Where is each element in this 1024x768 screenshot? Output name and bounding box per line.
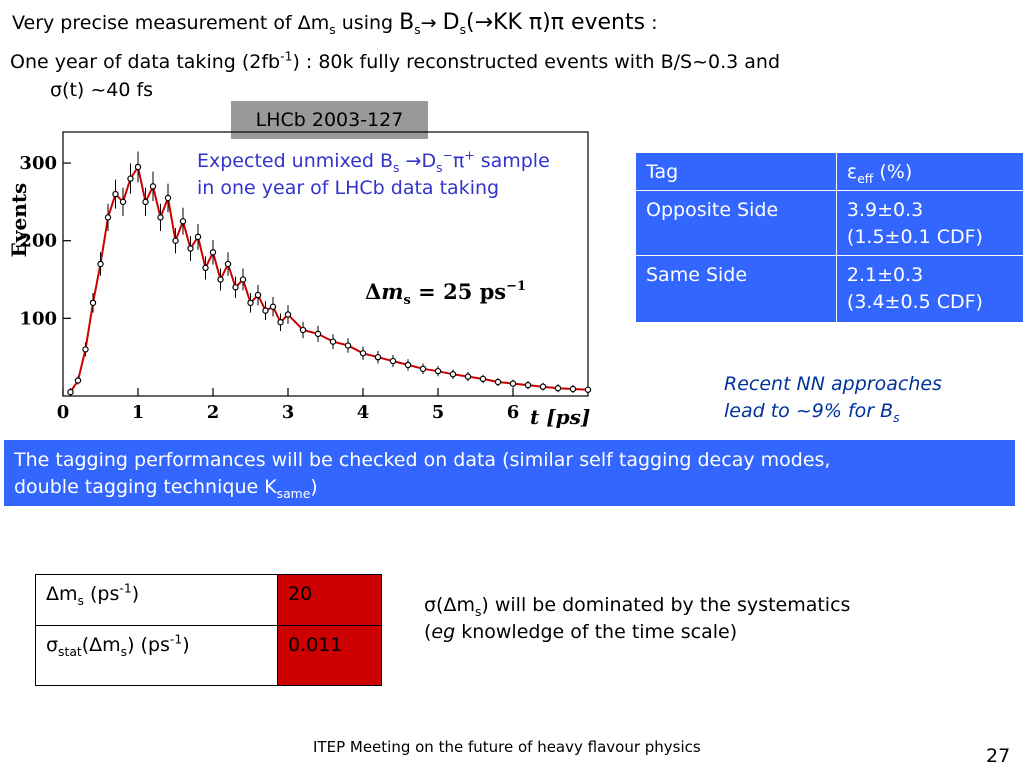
data-point [149, 183, 157, 190]
table-row: Δms (ps-1) 20 [35, 574, 382, 626]
data-point [449, 371, 457, 378]
x-tick-label: 3 [282, 402, 295, 423]
y-axis-label: Events [7, 183, 31, 258]
data-point [224, 260, 232, 268]
sigma-stat-value: 0.011 [277, 625, 382, 686]
y-axis-ticks: 100 200 300 [19, 153, 71, 329]
header-tag: Tag [635, 152, 837, 191]
data-point [179, 218, 187, 225]
data-point [172, 237, 179, 244]
data-point [134, 163, 142, 171]
data-point [202, 264, 209, 272]
data-point [539, 383, 547, 390]
tag-name: Opposite Side [635, 190, 837, 256]
y-tick-label: 200 [19, 231, 57, 252]
data-point [232, 284, 239, 291]
data-point [479, 375, 487, 383]
data-point [269, 303, 277, 310]
data-point [164, 194, 172, 202]
data-point [247, 299, 254, 307]
slide-title: Very precise measurement of Δms using Bs… [12, 10, 658, 37]
y-tick-label: 300 [19, 153, 57, 174]
data-point [299, 326, 307, 334]
table-row: σstat(Δms) (ps-1) 0.011 [35, 625, 382, 686]
data-point [419, 365, 427, 373]
x-tick-label: 2 [207, 402, 220, 423]
x-axis-ticks: 0 1 2 3 4 5 6 [57, 388, 520, 423]
table-row: Same Side 2.1±0.3 (3.4±0.5 CDF) [635, 255, 1024, 323]
y-tick-label: 100 [19, 308, 57, 329]
intro-text: One year of data taking (2fb-1) : 80k fu… [10, 49, 781, 73]
data-point [89, 299, 97, 307]
data-point [389, 357, 397, 365]
dm-value: 20 [277, 574, 382, 626]
data-point [374, 353, 382, 361]
data-point [104, 214, 112, 221]
data-point [127, 175, 134, 182]
intro-text-resolution: σ(t) ~40 fs [50, 79, 154, 101]
dm-label: Δms (ps-1) [35, 574, 278, 626]
x-tick-label: 6 [507, 402, 520, 423]
data-point [314, 330, 322, 338]
data-point [74, 377, 82, 384]
data-point [112, 190, 119, 198]
data-point [97, 260, 104, 268]
data-point [359, 350, 367, 357]
data-point [584, 386, 592, 393]
page-number: 27 [986, 745, 1011, 767]
header-efficiency: εeff (%) [835, 152, 1024, 191]
data-point [554, 385, 562, 392]
x-tick-label: 4 [357, 402, 370, 423]
data-point [67, 388, 74, 396]
data-point [569, 385, 577, 393]
data-point [187, 245, 194, 252]
tag-efficiency: 3.9±0.3 (1.5±0.1 CDF) [835, 190, 1024, 256]
x-tick-label: 5 [432, 402, 445, 423]
tag-name: Same Side [635, 255, 837, 323]
data-point [209, 249, 217, 256]
data-point [239, 276, 247, 283]
data-point [82, 346, 89, 353]
x-tick-label: 1 [132, 402, 145, 423]
tag-efficiency: 2.1±0.3 (3.4±0.5 CDF) [835, 255, 1024, 323]
proper-time-plot: 100 200 300 0 1 2 3 4 5 6 Events t [ps] Δms = 25… [0, 120, 600, 435]
data-point [494, 378, 502, 386]
data-point [142, 198, 149, 206]
x-tick-label: 0 [57, 402, 70, 423]
data-point [329, 338, 337, 345]
data-point [194, 233, 202, 241]
plot-caption: Expected unmixed Bs →Ds−π+ sample in one… [197, 148, 550, 199]
table-header-row: Tag εeff (%) [635, 152, 1024, 191]
footer-text: ITEP Meeting on the future of heavy flav… [313, 738, 701, 756]
table-row: Opposite Side 3.9±0.3 (1.5±0.1 CDF) [635, 190, 1024, 256]
delta-ms-table: Δms (ps-1) 20 σstat(Δms) (ps-1) 0.011 [35, 574, 382, 686]
data-point [157, 214, 164, 221]
x-axis-label: t [ps] [530, 405, 590, 429]
data-point [284, 311, 292, 318]
data-point [434, 367, 442, 375]
data-point [217, 276, 224, 283]
data-point [404, 361, 412, 369]
tagging-table: Tag εeff (%) Opposite Side 3.9±0.3 (1.5±0… [635, 152, 1024, 323]
data-point [524, 381, 532, 389]
data-point [262, 307, 269, 314]
data-point [464, 373, 472, 380]
data-point [119, 198, 127, 206]
data-point [277, 319, 284, 326]
data-point [254, 291, 262, 299]
plot-svg: 100 200 300 0 1 2 3 4 5 6 Events t [ps] Δms = 25… [7, 131, 592, 429]
tagging-banner: The tagging performances will be checked… [4, 440, 1015, 506]
nn-approach-note: Recent NN approaches lead to ~9% for Bs [724, 373, 942, 425]
reference-label: LHCb 2003-127 [231, 101, 428, 139]
sigma-stat-label: σstat(Δms) (ps-1) [35, 625, 278, 686]
data-points [67, 151, 592, 397]
data-point [509, 380, 517, 387]
plot-frame [62, 131, 589, 397]
delta-ms-annotation: Δms = 25 ps−1 [365, 279, 526, 308]
systematics-note: σ(Δms) will be dominated by the systemat… [424, 594, 851, 643]
data-point [344, 342, 352, 349]
